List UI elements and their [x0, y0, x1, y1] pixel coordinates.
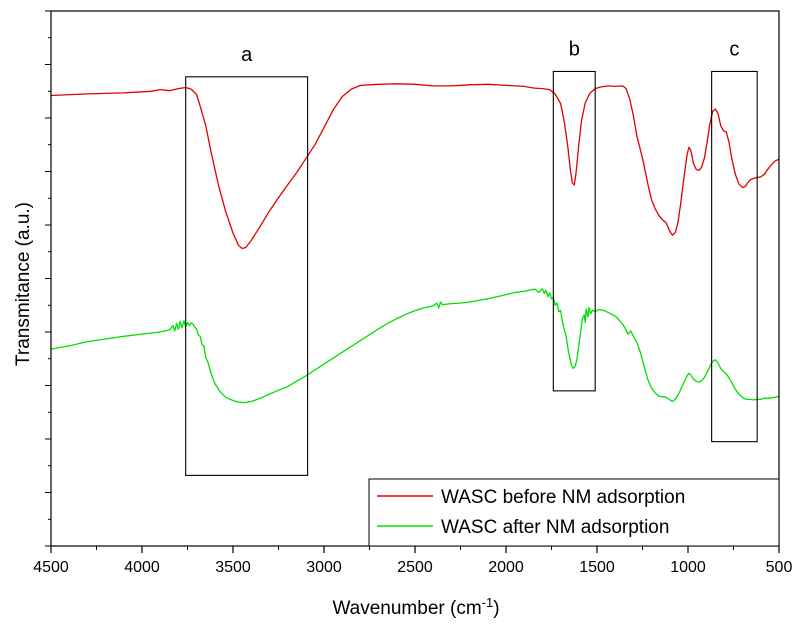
annotation-box-c	[711, 70, 758, 443]
legend-label-2: WASC after NM adsorption	[441, 517, 669, 538]
x-tick-label: 500	[766, 559, 793, 576]
series-line-1	[50, 83, 780, 250]
plot-content	[50, 83, 780, 404]
x-tick-label: 1500	[579, 559, 615, 576]
legend-box	[368, 478, 780, 547]
legend: WASC before NM adsorption WASC after NM a…	[368, 478, 780, 547]
series-line-2	[50, 288, 780, 404]
annotation-box-b	[552, 70, 596, 392]
x-axis-title-main: Wavenumber (cm	[332, 598, 481, 619]
x-tick-label: 4500	[33, 559, 69, 576]
x-axis-title-suffix: )	[493, 598, 499, 619]
annotation-boxes: a b c	[185, 38, 758, 476]
annotation-label-a: a	[241, 44, 253, 66]
x-tick-label: 3000	[306, 559, 342, 576]
y-axis-title: Transmitance (a.u.)	[13, 202, 34, 366]
x-tick-label: 2500	[397, 559, 433, 576]
x-tick-label: 3500	[215, 559, 251, 576]
x-tick-label: 4000	[124, 559, 160, 576]
x-tick-label: 1000	[670, 559, 706, 576]
x-axis-title-superscript: -1	[482, 595, 494, 610]
annotation-label-b: b	[569, 38, 580, 60]
annotation-label-c: c	[729, 38, 739, 60]
legend-label-1: WASC before NM adsorption	[441, 487, 685, 508]
x-tick-label: 2000	[488, 559, 524, 576]
x-axis-title: Wavenumber (cm-1)	[332, 595, 499, 620]
axes: 4500 4000 3500 3000 2500 2000 1500 1000 500	[33, 10, 793, 576]
annotation-box-a	[185, 76, 309, 476]
